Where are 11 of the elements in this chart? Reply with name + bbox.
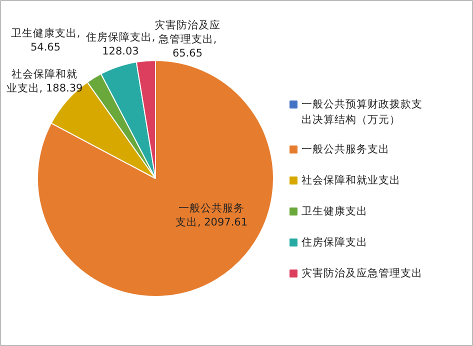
data-label: 卫生健康支出, 54.65 [10, 26, 80, 54]
data-label: 灾害防治及应急管理支出, 65.65 [154, 18, 220, 60]
legend-label: 卫生健康支出 [302, 204, 368, 218]
legend-label: 社会保障和就业支出 [302, 174, 400, 186]
legend-label: 一般公共服务支出 [302, 142, 390, 156]
legend-label: 住房保障支出 [302, 236, 368, 248]
data-label: 住房保障支出, 128.03 [86, 30, 156, 58]
legend-label: 一般公共预算财政拨款支出决算结构（万元） [302, 98, 422, 126]
data-label: 一般公共服务支出, 2097.61 [175, 202, 248, 228]
data-label: 社会保障和就业支出, 188.39 [6, 68, 83, 94]
legend-label: 灾害防治及应急管理支出 [302, 266, 422, 280]
